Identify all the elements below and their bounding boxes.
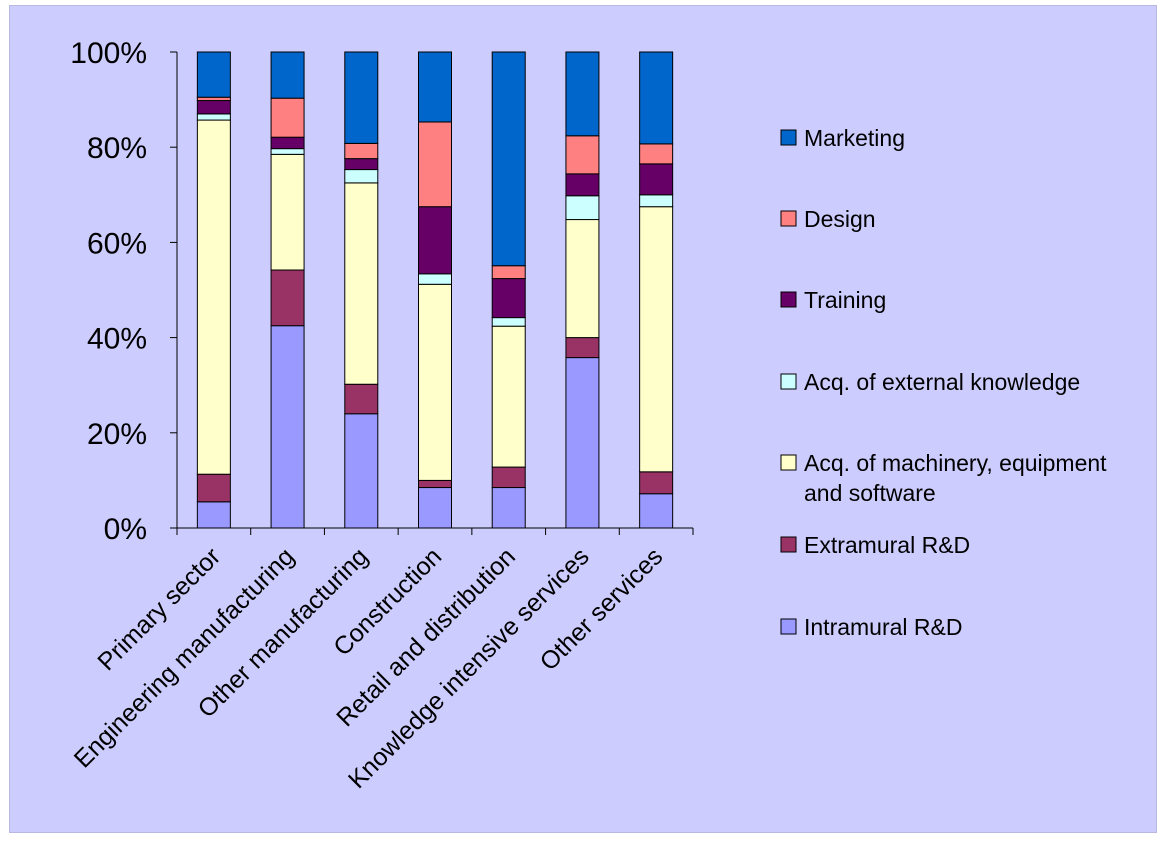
bar-segment-training <box>565 173 600 197</box>
bar-segment-extramural-randd <box>270 269 305 327</box>
bar-segment-acq-of-machinery-equipment-and-software <box>491 325 526 468</box>
bar-segment-intramural-randd <box>639 493 674 529</box>
bar-segment-acq-of-external-knowledge <box>344 169 379 184</box>
bar-segment-design <box>565 135 600 175</box>
bar-segment-acq-of-external-knowledge <box>639 194 674 208</box>
bar-segment-intramural-randd <box>344 413 379 529</box>
bar-segment-acq-of-external-knowledge <box>565 195 600 221</box>
bar-segment-marketing <box>270 51 305 99</box>
bar-segment-marketing <box>639 51 674 145</box>
bar-segment-design <box>270 97 305 138</box>
legend-label-training: Training <box>804 287 886 313</box>
bar-segment-acq-of-external-knowledge <box>270 148 305 155</box>
legend-swatch-intramural-randd <box>780 618 797 635</box>
bar-segment-intramural-randd <box>196 501 231 529</box>
bar-segment-intramural-randd <box>565 357 600 529</box>
y-tick-label: 20% <box>87 418 147 451</box>
bar-segment-design <box>344 142 379 160</box>
bar-segment-acq-of-machinery-equipment-and-software <box>344 182 379 385</box>
bar-segment-training <box>270 136 305 150</box>
x-category-label: Primary sector <box>92 542 226 676</box>
bar-segment-marketing <box>418 51 452 123</box>
y-tick-label: 100% <box>70 37 147 70</box>
bar-segment-marketing <box>196 51 231 98</box>
bar-segment-design <box>418 121 452 208</box>
legend-label-extramural-randd: Extramural R&D <box>804 532 970 558</box>
bar-segment-acq-of-machinery-equipment-and-software <box>270 153 305 271</box>
bar-segment-acq-of-external-knowledge <box>196 113 231 121</box>
legend-label-acq-of-machinery-equipment-and-software: Acq. of machinery, equipment and software <box>804 450 1107 506</box>
legend-swatch-extramural-randd <box>780 536 797 553</box>
bar-segment-acq-of-machinery-equipment-and-software <box>196 119 231 475</box>
legend-label-acq-of-external-knowledge: Acq. of external knowledge <box>804 369 1080 395</box>
bar-segment-intramural-randd <box>418 487 452 529</box>
legend-swatch-acq-of-external-knowledge <box>780 373 797 390</box>
bar-segment-extramural-randd <box>639 471 674 495</box>
legend-swatch-design <box>780 210 797 227</box>
legend-label-intramural-randd: Intramural R&D <box>804 614 962 640</box>
bar-segment-extramural-randd <box>196 473 231 503</box>
bar-segment-acq-of-external-knowledge <box>491 317 526 327</box>
legend-swatch-training <box>780 291 797 308</box>
bar-segment-extramural-randd <box>344 383 379 415</box>
legend-swatch-marketing <box>780 129 797 146</box>
y-tick-label: 60% <box>87 227 147 260</box>
bar-segment-extramural-randd <box>418 479 452 489</box>
legend-swatch-acq-of-machinery-equipment-and-software <box>780 454 797 471</box>
bar-segment-marketing <box>344 51 379 144</box>
legend-label-design: Design <box>804 206 876 232</box>
bar-segment-extramural-randd <box>565 337 600 359</box>
bar-segment-design <box>639 143 674 165</box>
bar-segment-extramural-randd <box>491 466 526 489</box>
bar-segment-marketing <box>565 51 600 137</box>
y-tick-label: 0% <box>104 513 147 546</box>
bar-segment-marketing <box>491 51 526 267</box>
bar-segment-training <box>344 158 379 171</box>
bar-segment-training <box>196 100 231 115</box>
bar-segment-design <box>491 265 526 280</box>
bar-segment-intramural-randd <box>491 487 526 529</box>
bar-segment-acq-of-external-knowledge <box>418 273 452 285</box>
bar-segment-acq-of-machinery-equipment-and-software <box>418 283 452 481</box>
y-tick-label: 40% <box>87 323 147 356</box>
bar-segment-training <box>639 163 674 196</box>
bar-segment-training <box>491 278 526 319</box>
legend-label-marketing: Marketing <box>804 125 905 151</box>
bar-segment-acq-of-machinery-equipment-and-software <box>565 219 600 339</box>
bar-segment-intramural-randd <box>270 325 305 529</box>
y-tick-label: 80% <box>87 132 147 165</box>
bar-segment-training <box>418 206 452 275</box>
bar-segment-acq-of-machinery-equipment-and-software <box>639 206 674 473</box>
